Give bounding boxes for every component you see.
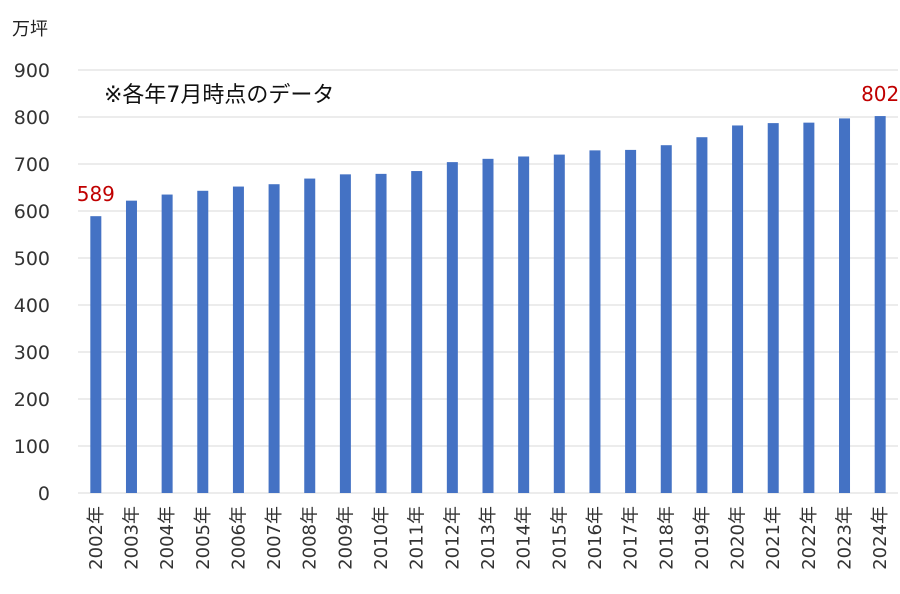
bar-2008年 — [304, 178, 316, 493]
bar-2011年 — [411, 171, 423, 494]
x-axis-ticks: 2002年 2003年 2004年 2005年 2006年 2007年 2008年 2009年… — [86, 506, 891, 570]
bar-2018年 — [660, 145, 672, 493]
y-tick-label: 500 — [14, 248, 50, 270]
y-tick-label: 300 — [14, 342, 50, 364]
x-tick-label: 2020年 — [728, 506, 749, 570]
x-tick-label: 2017年 — [621, 506, 642, 570]
x-tick-label: 2014年 — [514, 506, 535, 570]
bar-2007年 — [268, 184, 280, 493]
x-tick-label: 2019年 — [692, 506, 713, 570]
chart-note: ※各年7月時点のデータ — [104, 83, 334, 108]
y-tick-label: 600 — [14, 201, 50, 223]
x-tick-label: 2006年 — [228, 506, 249, 570]
y-axis-unit-label: 万坪 — [12, 19, 48, 40]
x-tick-label: 2022年 — [799, 506, 820, 570]
x-tick-label: 2008年 — [300, 506, 321, 570]
x-tick-label: 2023年 — [835, 506, 856, 570]
bar-2015年 — [553, 154, 565, 493]
bar-2002年 — [90, 216, 102, 494]
bar-2009年 — [339, 174, 351, 493]
bar-2006年 — [232, 186, 244, 493]
bar-2005年 — [197, 190, 209, 494]
x-tick-label: 2005年 — [193, 506, 214, 570]
bars — [90, 116, 886, 494]
y-tick-label: 800 — [14, 107, 50, 129]
x-tick-label: 2007年 — [264, 506, 285, 570]
bar-2013年 — [482, 158, 494, 493]
x-tick-label: 2010年 — [371, 506, 392, 570]
y-tick-label: 900 — [14, 60, 50, 82]
x-tick-label: 2024年 — [870, 506, 891, 570]
x-tick-label: 2002年 — [86, 506, 107, 570]
bar-2010年 — [375, 173, 387, 493]
bar-2017年 — [625, 149, 637, 493]
data-label: 589 — [77, 182, 115, 206]
bar-2016年 — [589, 150, 601, 493]
y-tick-label: 700 — [14, 154, 50, 176]
x-tick-label: 2016年 — [585, 506, 606, 570]
bar-2020年 — [732, 125, 744, 494]
data-label: 802 — [861, 82, 899, 106]
bar-2024年 — [874, 116, 886, 493]
y-tick-label: 100 — [14, 436, 50, 458]
x-tick-label: 2015年 — [549, 506, 570, 570]
bar-2023年 — [839, 118, 851, 493]
x-tick-label: 2004年 — [157, 506, 178, 570]
x-tick-label: 2013年 — [478, 506, 499, 570]
x-tick-label: 2011年 — [407, 506, 428, 570]
y-axis-ticks: 0 100 200 300 400 500 600 700 800 900 — [14, 60, 50, 505]
bar-2014年 — [518, 156, 530, 494]
x-tick-label: 2003年 — [121, 506, 142, 570]
y-tick-label: 0 — [38, 483, 50, 505]
bar-2012年 — [446, 162, 458, 493]
y-tick-label: 400 — [14, 295, 50, 317]
x-tick-label: 2018年 — [656, 506, 677, 570]
x-tick-label: 2009年 — [335, 506, 356, 570]
x-tick-label: 2012年 — [442, 506, 463, 570]
bar-2022年 — [803, 122, 815, 493]
bar-2021年 — [767, 123, 779, 494]
bar-2004年 — [161, 194, 173, 494]
y-tick-label: 200 — [14, 389, 50, 411]
bar-2019年 — [696, 137, 708, 493]
data-labels: 589 802 — [77, 82, 900, 206]
bar-2003年 — [125, 200, 137, 493]
x-tick-label: 2021年 — [763, 506, 784, 570]
